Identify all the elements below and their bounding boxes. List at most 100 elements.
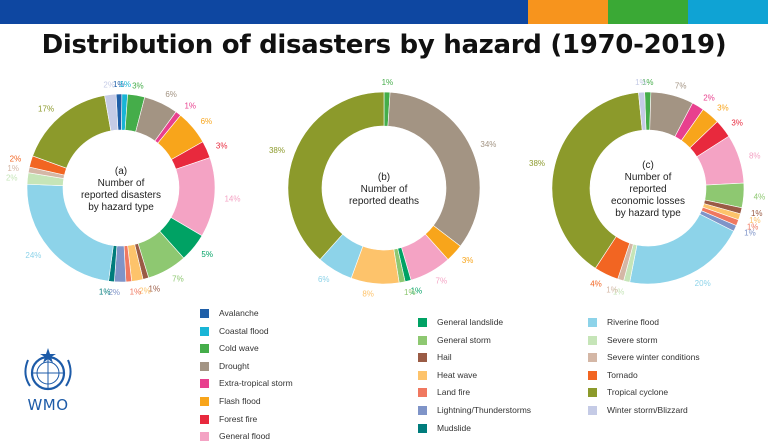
legend-label: Land fire	[437, 387, 471, 398]
legend-swatch	[418, 335, 427, 345]
legend-swatch	[588, 370, 597, 380]
legend-label: General landslide	[437, 317, 504, 327]
legend-label: Extra-tropical storm	[219, 378, 293, 389]
legend-label: Drought	[219, 360, 250, 371]
legend-swatch	[200, 344, 209, 354]
donut-1-label-drought: 34%	[480, 140, 496, 149]
donut-1-label-riverine-flood: 6%	[318, 275, 330, 284]
donut-0-label-hail: 1%	[149, 284, 161, 293]
donut-2-label-extra-tropical-storm: 2%	[703, 94, 715, 103]
legend-label: Tropical cyclone	[607, 387, 669, 398]
donut-0-label-severe-winter-conditions: 1%	[7, 164, 19, 173]
donut-0-label-cold-wave: 3%	[132, 81, 144, 90]
legend-swatch	[588, 335, 597, 345]
donut-0-label-flash-flood: 6%	[201, 117, 213, 126]
donut-2-label-lightning-thunderstorms: 1%	[744, 229, 756, 238]
legend-label: Flash flood	[219, 396, 261, 406]
donut-0-label-winter-storm-blizzard: 2%	[103, 81, 115, 90]
donut-0-label-severe-storm: 2%	[6, 173, 18, 182]
legend-label: Tornado	[607, 369, 638, 380]
donut-2-label-flash-flood: 3%	[717, 104, 729, 113]
donut-0-label-coastal-flood: 1%	[119, 80, 131, 89]
donut-0-label-forest-fire: 3%	[216, 141, 228, 150]
legend-swatch	[200, 414, 209, 424]
top-color-bar	[0, 0, 768, 24]
legend-swatch	[200, 397, 209, 406]
donut-2-label-cold-wave: 1%	[642, 78, 654, 87]
donut-1-label-tropical-cyclone: 38%	[269, 146, 285, 155]
donut-1-label-general-flood: 7%	[436, 277, 448, 286]
legend-swatch	[588, 406, 597, 415]
legend-swatch	[200, 432, 209, 442]
legend-swatch	[418, 388, 427, 398]
donut-1-label-flash-flood: 3%	[462, 256, 474, 265]
legend-label: Severe storm	[607, 334, 658, 345]
donut-1-label-general-landslide: 1%	[411, 287, 423, 296]
donut-2-label-severe-storm: 1%	[613, 287, 625, 296]
donut-2-label-land-fire: 1%	[747, 222, 759, 231]
donut-2-label-tropical-cyclone: 38%	[529, 159, 545, 168]
top-bar-orange	[528, 0, 608, 24]
top-bar-green	[608, 0, 688, 24]
legend-label: Lightning/Thunderstorms	[437, 405, 532, 415]
donut-2-label-forest-fire: 3%	[731, 118, 743, 127]
legend-swatch	[588, 388, 597, 398]
donut-charts: 1%1% 3%6%1%6%3%14%5%7%1%2%1%2%1%24%2%1%2%…	[6, 78, 766, 299]
donut-0-label-extra-tropical-storm: 1%	[184, 102, 196, 111]
donut-2-label-hail: 1%	[751, 209, 763, 218]
legend-swatch	[200, 361, 209, 371]
donut-0-label-tropical-cyclone: 17%	[38, 104, 54, 113]
donut-2-label-severe-winter-conditions: 1%	[606, 286, 618, 295]
donut-0-label-mudslide: 1%	[99, 287, 111, 296]
donut-0-label-tornado: 2%	[10, 155, 22, 164]
donut-0-label-general-flood: 14%	[224, 195, 240, 204]
wmo-logo: WMO	[18, 346, 78, 416]
donut-1-title: (b) Number of reported deaths	[349, 172, 419, 207]
legend-swatch	[418, 423, 427, 433]
donut-1-slice-tropical-cyclone	[287, 91, 385, 260]
legend-swatch	[418, 406, 427, 415]
legend-label: Avalanche	[219, 308, 259, 318]
legend-label: Mudslide	[437, 422, 472, 433]
donut-0-label-riverine-flood: 24%	[25, 251, 41, 260]
donut-0-label-drought: 6%	[165, 90, 177, 99]
donut-0-label-avalanche: 1%	[113, 80, 125, 89]
legend-swatch	[200, 309, 209, 318]
legend-swatch	[200, 326, 209, 336]
donut-2-label-tornado: 4%	[590, 279, 602, 288]
donut-2-title: (c) Number of reported economic losses by ha…	[611, 160, 685, 219]
legend-swatch	[418, 318, 427, 327]
donut-2-label-general-flood: 8%	[749, 152, 761, 161]
donut-0-title: (a) Number of reported disasters by hazard …	[81, 166, 161, 213]
wmo-logo-text: WMO	[27, 396, 69, 414]
legend-label: Forest fire	[219, 413, 258, 424]
wmo-emblem-icon	[24, 348, 72, 391]
donut-1-label-cold-wave: 1%	[382, 78, 394, 87]
donut-0-label-lightning-thunderstorms: 2%	[108, 288, 120, 297]
donut-0-label-land-fire: 1%	[130, 288, 142, 297]
legend-swatch	[418, 353, 427, 363]
legend-label: Winter storm/Blizzard	[607, 405, 688, 415]
donut-1-label-general-storm: 1%	[404, 288, 416, 297]
donut-2-label-drought: 7%	[675, 81, 687, 90]
donut-0-label-heat-wave: 2%	[139, 286, 151, 295]
donut-2-slice-tropical-cyclone	[551, 92, 643, 269]
donut-2-label-general-storm: 4%	[754, 192, 766, 201]
donut-0-label-general-landslide: 5%	[201, 250, 213, 259]
legend-label: Hail	[437, 352, 452, 363]
legend-swatch	[588, 318, 597, 327]
legend-label: General storm	[437, 334, 491, 345]
legend-label: Riverine flood	[607, 317, 659, 327]
top-bar-cyan	[688, 0, 768, 24]
top-bar-blue	[0, 0, 528, 24]
donut-2-label-winter-storm-blizzard: 1%	[635, 78, 647, 87]
legend-label: Severe winter conditions	[607, 352, 700, 363]
donut-0-slice-winter-storm-blizzard	[104, 93, 119, 132]
legend-swatch	[588, 353, 597, 363]
donut-1-label-heat-wave: 8%	[362, 290, 374, 299]
chart-legend: Avalanche Coastal flood Cold wave Drought Ex…	[200, 308, 700, 442]
legend-label: Cold wave	[219, 343, 259, 354]
donut-2-slice-winter-storm-blizzard	[638, 91, 647, 131]
legend-label: Coastal flood	[219, 325, 269, 336]
donut-1-slice-drought	[387, 91, 481, 247]
